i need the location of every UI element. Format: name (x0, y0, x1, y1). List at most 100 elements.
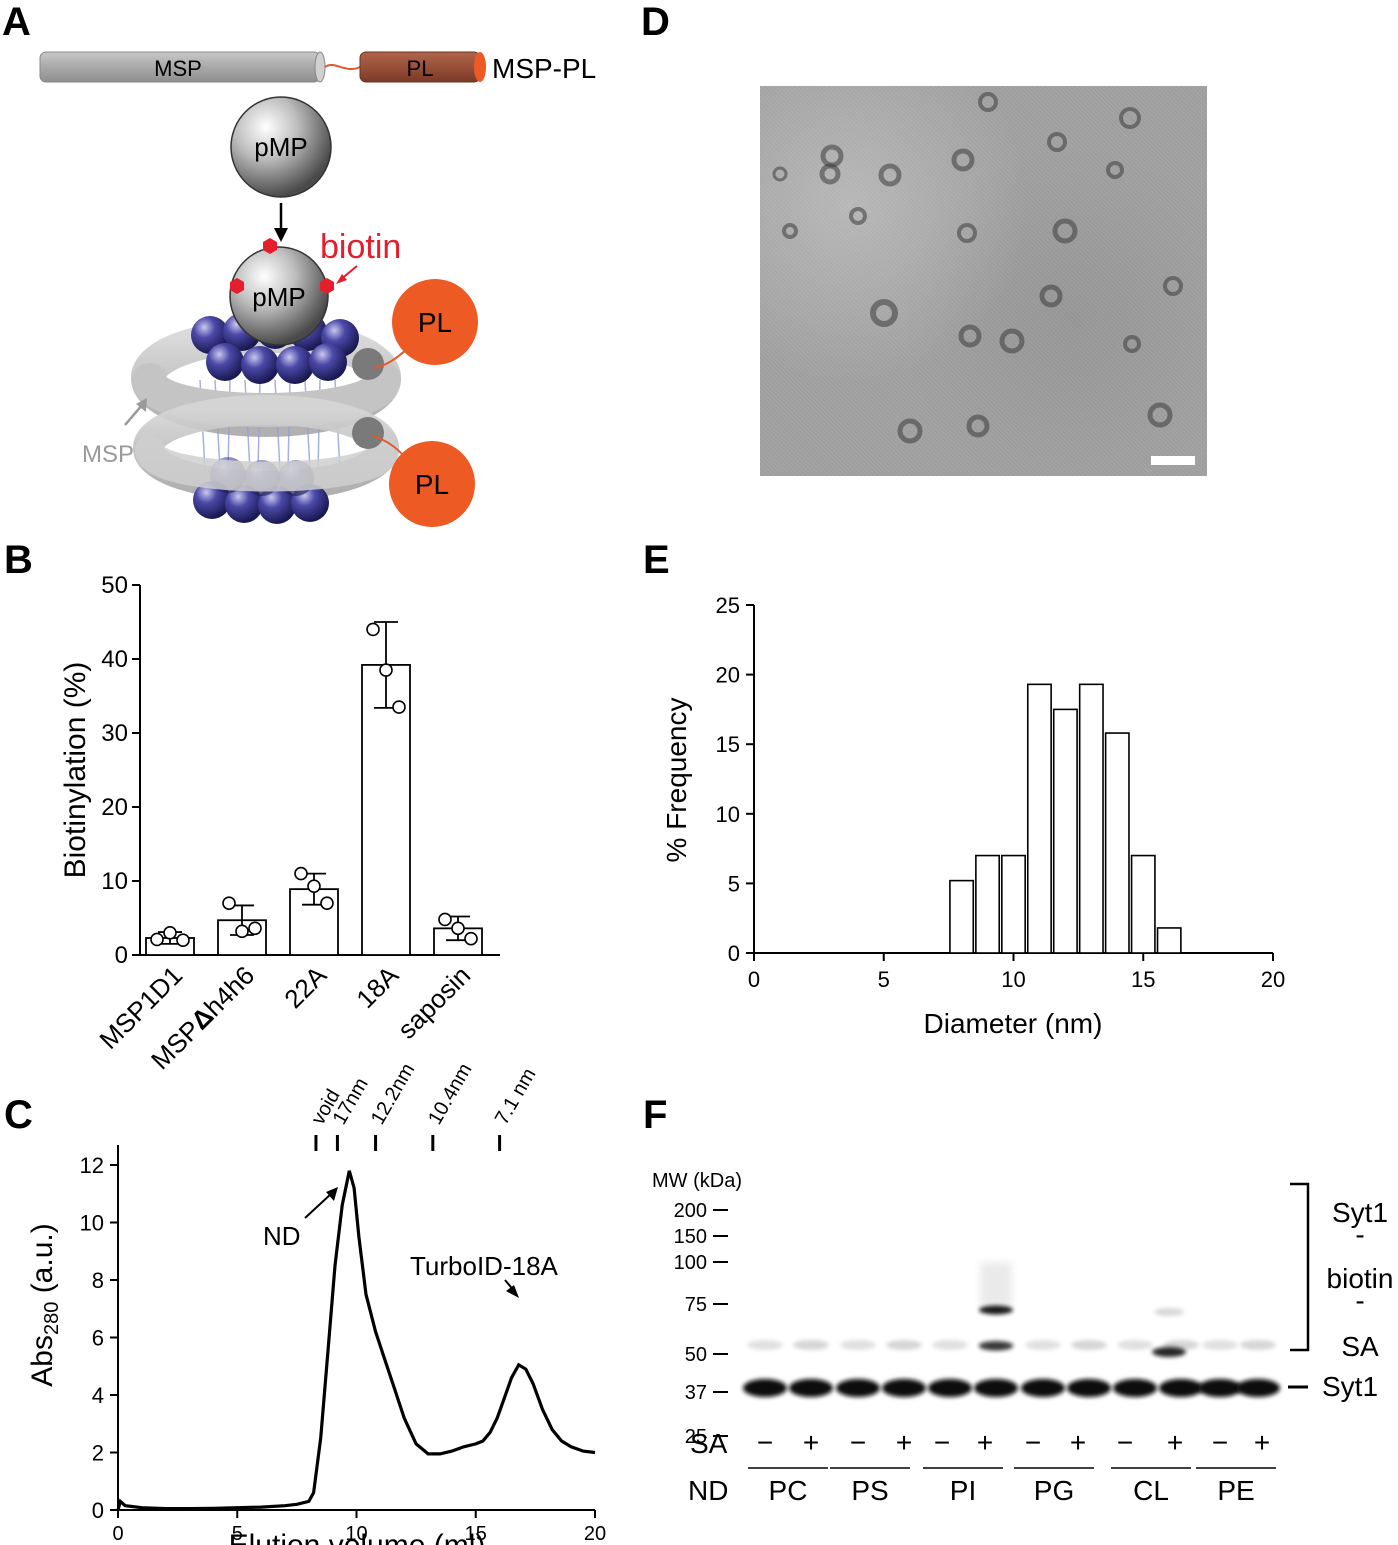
elution-trace (116, 1170, 596, 1511)
complex-band-pi-55 (979, 1341, 1013, 1351)
complex-label-line: - (1355, 1285, 1364, 1316)
nd-group-label: PG (1034, 1475, 1074, 1506)
b-data-point (294, 866, 308, 881)
nd-annotation: ND (263, 1221, 301, 1251)
nd-group-label: CL (1133, 1475, 1169, 1506)
blot-background (740, 1160, 1290, 1252)
b-y-tick-label: 50 (101, 572, 128, 599)
b-data-point (438, 912, 452, 927)
complex-band-cl (1152, 1347, 1186, 1357)
c-x-tick-label: 0 (112, 1523, 123, 1545)
mw-marker-label: 100 (674, 1252, 707, 1274)
msp-bar-label: MSP (154, 56, 202, 81)
e-x-tick-label: 15 (1131, 967, 1155, 992)
syt1-band (1113, 1379, 1157, 1397)
b-y-tick-label: 40 (101, 646, 128, 673)
faint-band (1240, 1340, 1276, 1350)
down-arrow (274, 203, 288, 242)
e-bar (1026, 683, 1052, 954)
c-y-label-sub: 280 (41, 1302, 63, 1335)
e-y-axis-label: % Frequency (661, 698, 692, 863)
b-data-point (451, 921, 465, 936)
pl-bar-label: PL (407, 56, 434, 81)
mw-marker-label: 75 (685, 1294, 707, 1316)
sa-sign: + (896, 1427, 912, 1458)
c-y-axis-label: Abs280 (a.u.) (26, 1223, 63, 1386)
syt1-band (1198, 1379, 1242, 1397)
syt1-band (1021, 1379, 1065, 1397)
panel-label-d: D (641, 0, 670, 44)
sa-sign: − (1025, 1427, 1041, 1458)
b-data-point (320, 896, 334, 911)
e-y-tick-label: 5 (728, 871, 740, 896)
syt1-band (1236, 1379, 1280, 1397)
faint-band (1071, 1340, 1107, 1350)
mw-marker-label: 200 (674, 1200, 707, 1222)
e-y-tick-label: 25 (716, 593, 740, 618)
c-x-axis-label: Elution volume (ml) (229, 1529, 486, 1545)
sa-sign: − (757, 1427, 773, 1458)
e-bar (1078, 683, 1104, 954)
b-data-point (235, 924, 249, 939)
c-x-tick-label: 5 (232, 1523, 243, 1545)
syt1-band (974, 1379, 1018, 1397)
syt1-band (928, 1379, 972, 1397)
nd-group-label: PC (769, 1475, 808, 1506)
panel-label-e: E (643, 538, 670, 582)
em-particles (772, 92, 1195, 465)
turbo-arrow (504, 1279, 519, 1298)
pmp-sphere-top: pMP (230, 96, 332, 198)
syt1-label: Syt1 (1322, 1371, 1378, 1402)
c-y-tick-label: 2 (92, 1441, 104, 1466)
b-y-tick-label: 0 (115, 942, 128, 969)
e-x-tick-label: 20 (1261, 967, 1285, 992)
faint-band (840, 1340, 876, 1350)
biotin-label: biotin (320, 228, 401, 266)
complex-bracket (1290, 1182, 1310, 1352)
syt1-band (789, 1379, 833, 1397)
pmp-sphere-bound: pMP (229, 246, 329, 346)
faint-band (1025, 1340, 1061, 1350)
mw-marker-label: 150 (674, 1226, 707, 1248)
panel-label-c: C (4, 1093, 33, 1137)
e-bar (1104, 732, 1130, 954)
sa-sign: − (1117, 1427, 1133, 1458)
e-x-tick-label: 5 (878, 967, 890, 992)
biotin-hexagons (230, 238, 334, 294)
e-bar (949, 879, 975, 954)
syt1-band (1067, 1379, 1111, 1397)
msp-pointer: MSP (82, 398, 147, 468)
b-data-point (222, 896, 236, 911)
b-data-point (163, 925, 177, 940)
biotin-arrow (336, 265, 358, 284)
complex-label-line: SA (1341, 1331, 1379, 1362)
faint-band (932, 1340, 968, 1350)
pl-circle-upper: PL (392, 279, 478, 365)
c-x-tick-label: 10 (345, 1523, 367, 1545)
c-y-tick-label: 6 (92, 1326, 104, 1351)
pl-circle-label-2: PL (415, 469, 449, 500)
pmp-label: pMP (254, 132, 307, 162)
syt1-band (743, 1379, 787, 1397)
sa-sign: + (1254, 1427, 1270, 1458)
c-y-tick-label: 10 (80, 1211, 104, 1236)
e-y-tick-label: 0 (728, 941, 740, 966)
c-y-tick-label: 0 (92, 1498, 104, 1523)
pi-smear (980, 1262, 1012, 1307)
syt1-band (1159, 1379, 1203, 1397)
e-x-tick-label: 0 (748, 967, 760, 992)
nd-arrow (304, 1187, 338, 1219)
c-x-tick-label: 20 (584, 1523, 606, 1545)
b-y-tick-label: 30 (101, 720, 128, 747)
panel-label-a: A (2, 0, 31, 44)
c-y-tick-label: 8 (92, 1268, 104, 1293)
sa-sign: − (850, 1427, 866, 1458)
e-bar (1156, 927, 1182, 954)
panel-label-b: B (4, 538, 33, 582)
mw-marker-label: 25 (685, 1426, 707, 1448)
e-x-axis-label: Diameter (nm) (924, 1008, 1103, 1039)
syt1-band (882, 1379, 926, 1397)
